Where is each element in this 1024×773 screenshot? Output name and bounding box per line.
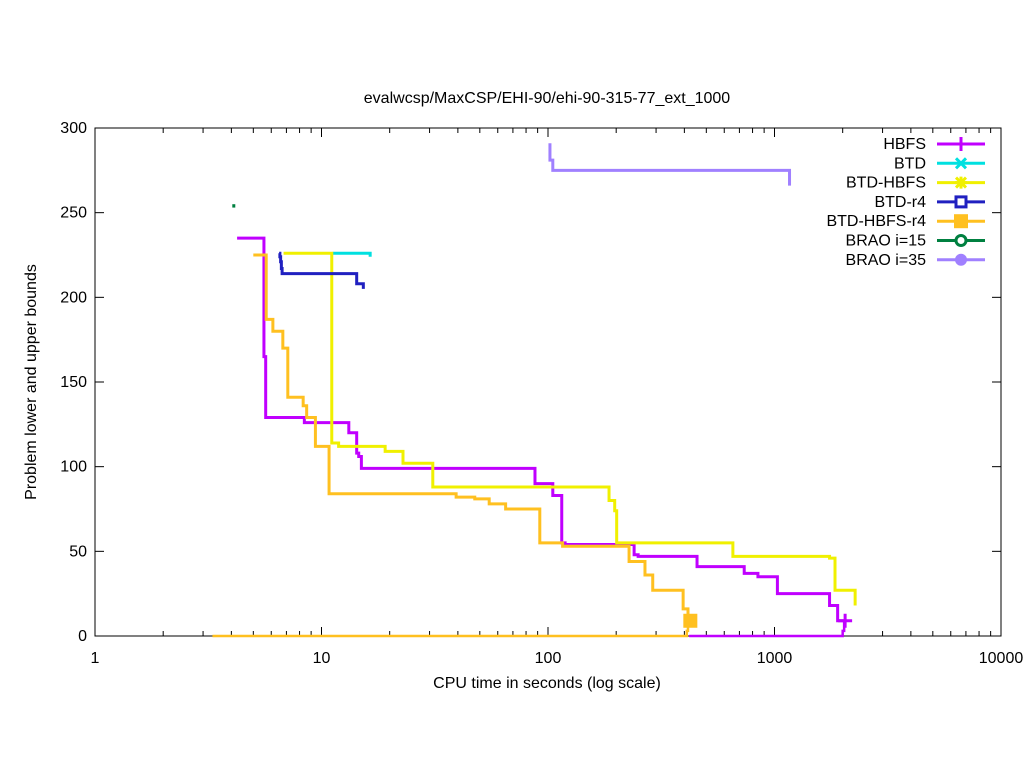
series-btd-hbfs-r4 [212,253,698,638]
lower-bound-line-hbfs [689,620,846,638]
x-tick-label: 10 [313,650,331,667]
upper-bound-line-btd-hbfs-r4 [253,253,691,623]
series-hbfs [237,236,853,638]
x-tick-label: 1000 [757,650,793,667]
legend-marker-btd [954,157,968,170]
legend-entry-hbfs: HBFS [883,136,985,153]
legend-entry-btd-hbfs-r4: BTD-HBFS-r4 [826,213,985,230]
legend-label: BTD-HBFS [846,175,926,192]
legend-marker-brao-i-15 [954,234,968,247]
upper-bound-line-btd [332,251,372,257]
upper-bound-line-btd-r4 [278,251,365,289]
y-tick-label: 250 [60,205,87,222]
x-tick-label: 100 [535,650,562,667]
upper-bound-line-brao-i-35 [548,143,792,186]
legend-entry-btd: BTD [894,155,985,172]
legend-label: BTD-HBFS-r4 [826,213,926,230]
end-marker-btd-hbfs-r4 [683,613,698,628]
legend-label: BRAO i=35 [846,252,927,269]
x-tick-label: 10000 [979,650,1024,667]
series-btd-hbfs [283,251,857,606]
upper-bound-line-btd-hbfs [283,251,857,606]
x-axis-label: CPU time in seconds (log scale) [433,675,661,692]
y-tick-label: 0 [78,628,87,645]
series-btd-r4 [278,251,365,289]
legend-marker-brao-i-35 [955,253,967,266]
y-tick-label: 300 [60,120,87,137]
series-brao-i-35 [548,143,792,186]
end-marker-hbfs [838,613,853,628]
y-tick-label: 100 [60,459,87,476]
legend-label: BTD [894,155,926,172]
legend-entry-btd-hbfs: BTD-HBFS [846,175,985,192]
x-tick-label: 1 [91,650,100,667]
legend-marker-btd-r4 [954,195,968,209]
legend-marker-hbfs [954,137,968,151]
legend-entry-brao-i-15: BRAO i=15 [846,233,985,250]
legend-label: HBFS [883,136,926,153]
chart-title: evalwcsp/MaxCSP/EHI-90/ehi-90-315-77_ext… [364,90,731,107]
legend-marker-btd-hbfs-r4 [954,214,968,229]
y-axis-label: Problem lower and upper bounds [23,264,40,500]
plot-frame [94,127,1002,637]
legend-label: BTD-r4 [874,194,926,211]
legend-entry-btd-r4: BTD-r4 [874,194,985,211]
y-tick-label: 150 [60,374,87,391]
upper-bound-line-hbfs [237,236,846,623]
legend-entry-brao-i-35: BRAO i=35 [846,252,985,269]
legend-marker-btd-hbfs [954,176,968,189]
y-tick-label: 50 [69,543,87,560]
y-tick-label: 200 [60,289,87,306]
lower-bound-line-btd-hbfs-r4 [212,620,690,638]
series-btd [332,251,372,257]
legend-label: BRAO i=15 [846,233,927,250]
